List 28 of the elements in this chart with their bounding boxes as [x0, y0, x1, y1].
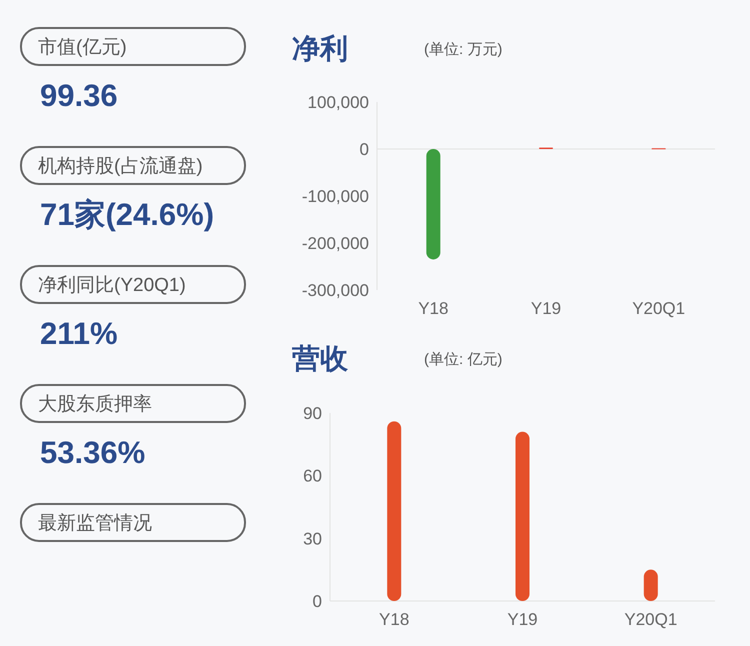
text: 211%: [40, 316, 118, 351]
x-tick-label: Y19: [507, 610, 538, 629]
text: 71家(24.6%): [40, 197, 214, 232]
x-tick-label: Y18: [379, 610, 410, 629]
y-tick-label: -200,000: [302, 234, 369, 253]
x-tick-label: Y20Q1: [632, 299, 686, 318]
chart-subtitle: (单位: 万元): [424, 41, 502, 58]
x-tick-label: Y19: [530, 299, 562, 318]
x-tick-label: Y18: [418, 299, 448, 318]
text: 大股东质押率: [38, 393, 152, 415]
text: 最新监管情况: [38, 512, 152, 534]
x-tick-label: Y20Q1: [624, 610, 678, 629]
chart-title: 净利: [292, 33, 348, 64]
y-tick-label: 100,000: [308, 93, 369, 112]
text: 99.36: [40, 78, 118, 113]
y-tick-label: 0: [312, 592, 322, 611]
y-tick-label: 60: [303, 466, 322, 486]
chart-title: 营收: [291, 343, 349, 374]
text: 机构持股(占流通盘): [38, 155, 203, 177]
text: 净利同比(Y20Q1): [38, 275, 186, 296]
y-tick-label: 90: [303, 404, 322, 423]
y-tick-label: -300,000: [302, 281, 369, 300]
chart-subtitle: (单位: 亿元): [424, 351, 502, 368]
y-tick-label: 30: [303, 529, 322, 548]
y-tick-label: -100,000: [302, 187, 369, 206]
text: 市值(亿元): [38, 36, 127, 58]
text: 53.36%: [40, 435, 146, 470]
y-tick-label: 0: [360, 140, 369, 159]
